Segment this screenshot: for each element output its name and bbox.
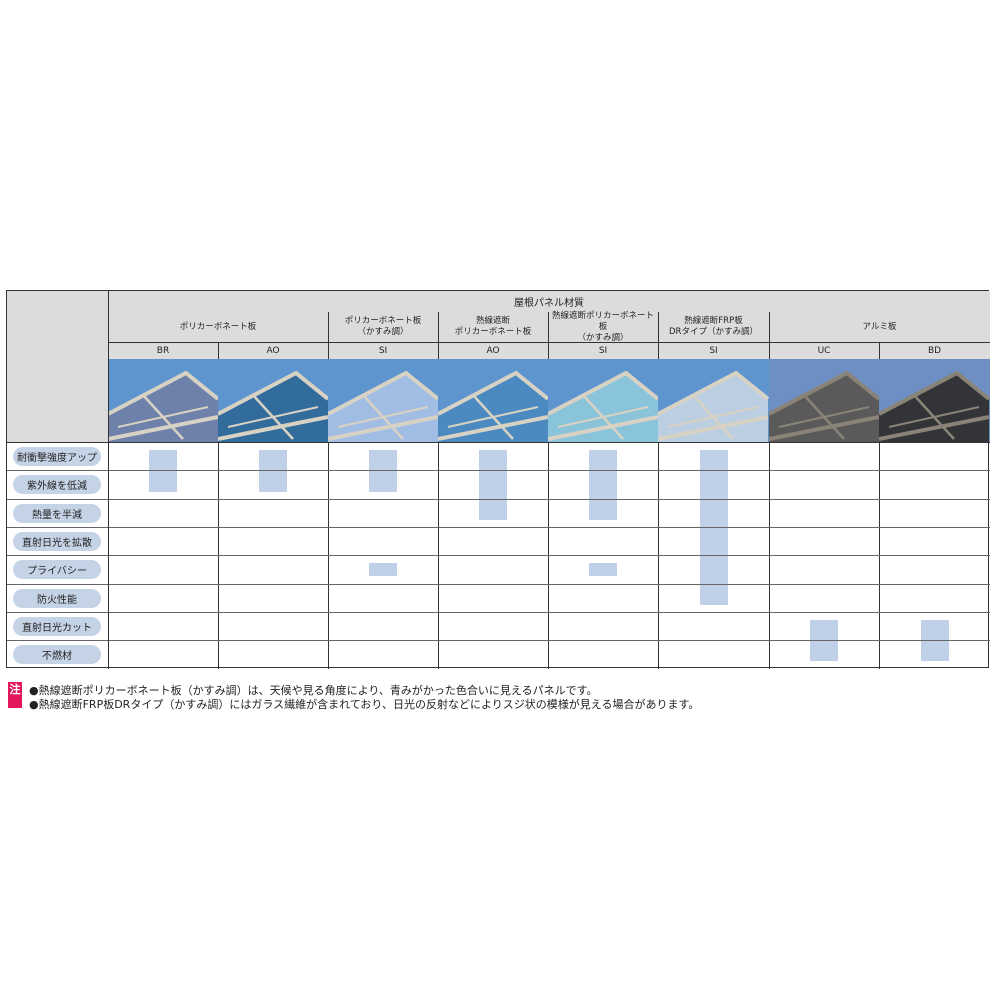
column-code: SI (328, 342, 438, 359)
column-code: SI (658, 342, 769, 359)
roof-photo (108, 359, 218, 442)
group-header: アルミ板 (769, 312, 990, 342)
row-divider (7, 555, 990, 557)
feature-label: 直射日光を拡散 (13, 531, 101, 551)
note-badge: 注 (8, 682, 22, 708)
column-code: AO (438, 342, 548, 359)
group-header: 熱線遮断FRP板 DRタイプ（かすみ調） (658, 312, 769, 342)
feature-label: 耐衝撃強度アップ (13, 447, 101, 466)
column-code: SI (548, 342, 658, 359)
column-code: AO (218, 342, 328, 359)
divider (879, 342, 880, 669)
roof-photo (658, 359, 769, 442)
feature-label: 直射日光カット (13, 616, 101, 636)
divider (108, 291, 109, 669)
row-divider (7, 640, 990, 642)
header-cell: 屋根パネル材質 (108, 291, 990, 312)
row-divider (7, 611, 990, 613)
column-code: UC (769, 342, 879, 359)
roof-photo (438, 359, 548, 442)
roof-photo (328, 359, 438, 442)
column-code: BD (879, 342, 990, 359)
divider (7, 442, 990, 443)
divider (218, 342, 219, 669)
group-header: 熱線遮断ポリカーボネート板 （かすみ調） (548, 311, 658, 343)
note-line-1: ●熱線遮断ポリカーボネート板（かすみ調）は、天候や見る角度により、青みがかった色… (29, 684, 598, 697)
divider (658, 342, 659, 669)
roof-photo (879, 359, 990, 442)
corner-cell (7, 291, 108, 442)
feature-label: プライバシー (13, 560, 101, 580)
row-divider (7, 498, 990, 500)
roof-photo (548, 359, 658, 442)
note-line-2: ●熱線遮断FRP板DRタイプ（かすみ調）にはガラス繊維が含まれており、日光の反射… (29, 698, 700, 711)
feature-label: 熱量を半減 (13, 503, 101, 523)
feature-label: 不燃材 (13, 645, 101, 665)
row-divider (7, 470, 990, 472)
column-code: BR (108, 342, 218, 359)
feature-label: 紫外線を低減 (13, 475, 101, 495)
roof-photo (218, 359, 328, 442)
divider (438, 342, 439, 669)
divider (328, 342, 329, 669)
row-divider (7, 583, 990, 585)
feature-mark (589, 450, 617, 520)
feature-mark (589, 563, 617, 577)
roof-photo (769, 359, 879, 442)
feature-label: 防火性能 (13, 588, 101, 608)
divider (769, 342, 770, 669)
row-divider (7, 526, 990, 528)
divider (548, 342, 549, 669)
feature-mark (479, 450, 507, 520)
feature-mark (369, 563, 397, 577)
group-header: ポリカーボネート板 (108, 312, 328, 342)
group-header: 熱線遮断 ポリカーボネート板 (438, 312, 548, 342)
group-header: ポリカーボネート板 （かすみ調） (328, 312, 438, 342)
roof-panel-material-table: 屋根パネル材質 ポリカーボネート板 ポリカーボネート板 （かすみ調） 熱線遮断 ポリカ… (6, 290, 990, 669)
